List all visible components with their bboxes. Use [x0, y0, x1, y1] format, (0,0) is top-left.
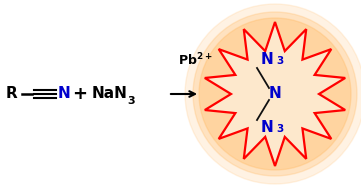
Circle shape [199, 18, 351, 170]
Text: N: N [269, 87, 281, 101]
Text: 3: 3 [276, 56, 283, 66]
Text: $\mathbf{Pb}^{\mathbf{2+}}$: $\mathbf{Pb}^{\mathbf{2+}}$ [178, 51, 212, 68]
Circle shape [193, 12, 357, 176]
Circle shape [185, 4, 361, 184]
Text: R: R [6, 87, 18, 101]
Polygon shape [205, 22, 345, 166]
Text: N: N [261, 121, 274, 136]
Text: 3: 3 [127, 96, 135, 106]
Text: +: + [73, 85, 87, 103]
Text: N: N [261, 53, 274, 67]
Text: N: N [58, 87, 71, 101]
Text: NaN: NaN [92, 87, 128, 101]
Text: 3: 3 [276, 124, 283, 134]
